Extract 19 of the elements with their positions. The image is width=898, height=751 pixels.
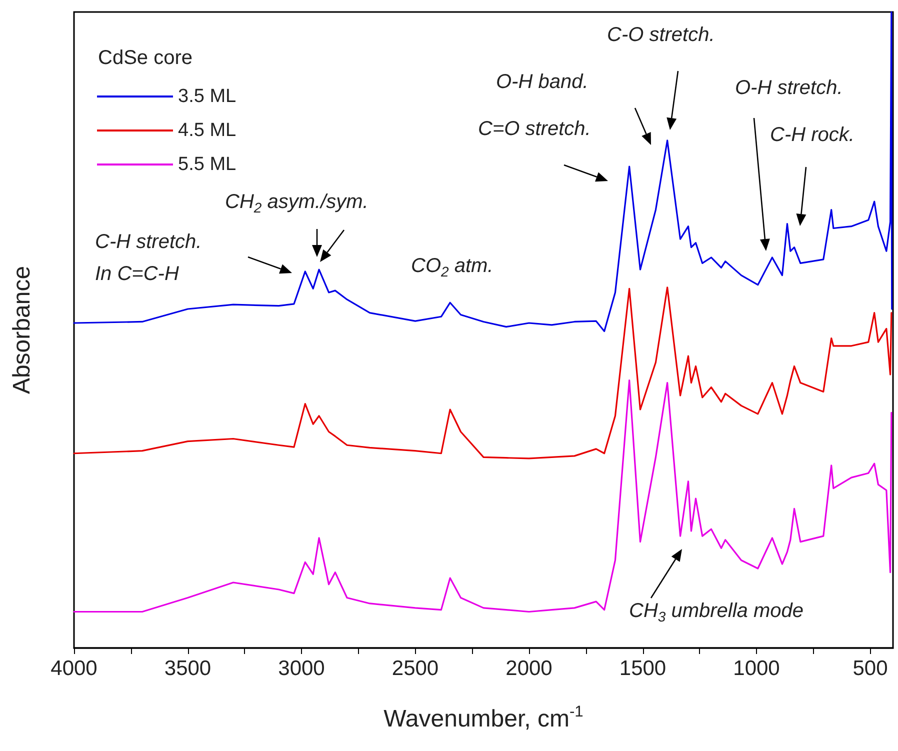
annotation: C=O stretch. [478, 118, 591, 140]
annotation: O-H band. [496, 71, 588, 93]
x-tick-label: 4000 [50, 657, 98, 680]
y-axis-title: Absorbance [8, 266, 36, 394]
annotation: C-H stretch. In C=C-H [95, 231, 202, 285]
x-tick-label: 1500 [619, 657, 666, 680]
x-tick-label: 1000 [733, 657, 780, 680]
annotation: C-O stretch. [607, 24, 715, 46]
x-tick-label: 2000 [506, 657, 552, 680]
legend-label: 4.5 ML [178, 120, 236, 141]
x-tick-label: 500 [852, 657, 888, 680]
annotation: O-H stretch. [735, 77, 843, 99]
x-tick-label: 3500 [164, 657, 212, 680]
legend-title: CdSe core [98, 47, 192, 69]
x-tick-label: 2500 [392, 657, 439, 680]
legend-label: 3.5 ML [178, 86, 236, 107]
legend-label: 5.5 ML [178, 154, 236, 175]
x-tick-label: 3000 [278, 657, 325, 680]
annotation: C-H rock. [770, 124, 854, 146]
